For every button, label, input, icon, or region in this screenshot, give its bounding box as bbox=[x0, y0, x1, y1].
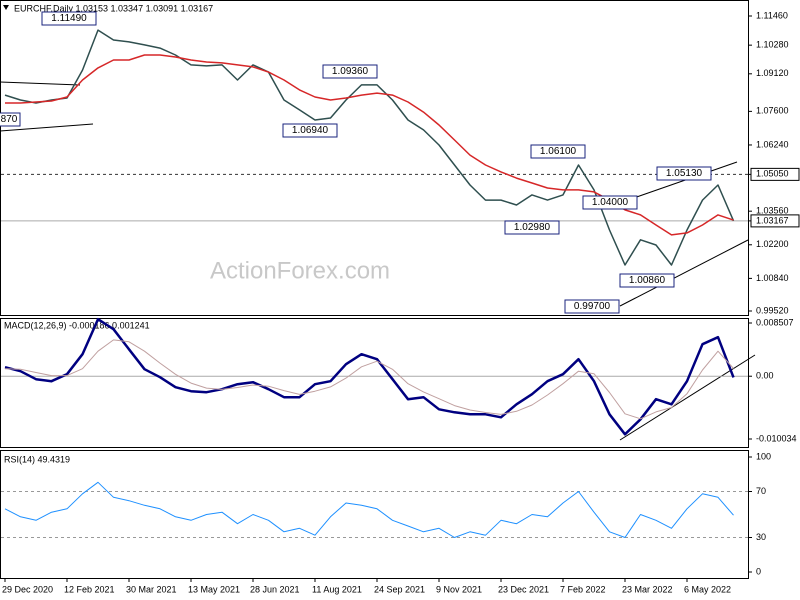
annotation: 870 bbox=[1, 114, 18, 125]
annotation: 1.06100 bbox=[540, 146, 577, 157]
trendline bbox=[619, 239, 749, 307]
annotation: 1.02980 bbox=[514, 222, 551, 233]
tick-box bbox=[750, 214, 800, 228]
y-tick-label: 70 bbox=[756, 486, 766, 496]
y-tick-label: 0.99520 bbox=[756, 305, 789, 315]
annotation-box bbox=[530, 144, 586, 159]
panel-title: MACD(12,26,9) -0.000186 0.001241 bbox=[4, 320, 150, 330]
x-tick-label: 24 Sep 2021 bbox=[374, 584, 425, 594]
macd-panel bbox=[0, 318, 749, 448]
y-tick-label: 1.03167 bbox=[756, 215, 789, 225]
x-tick-label: 9 Nov 2021 bbox=[436, 584, 482, 594]
series-line bbox=[4, 29, 735, 266]
annotation: 1.05130 bbox=[666, 168, 703, 179]
annotation-box bbox=[504, 220, 560, 235]
trendline bbox=[619, 354, 756, 441]
y-tick-label: 1.02200 bbox=[756, 239, 789, 249]
x-tick-label: 23 Mar 2022 bbox=[622, 584, 673, 594]
x-tick-label: 29 Dec 2020 bbox=[2, 584, 53, 594]
y-tick-label: 1.05050 bbox=[756, 169, 789, 179]
annotation-box bbox=[582, 195, 638, 210]
annotation: 1.11490 bbox=[51, 13, 87, 24]
series-line bbox=[4, 317, 735, 436]
x-tick-label: 30 Mar 2021 bbox=[126, 584, 177, 594]
series-line bbox=[4, 481, 734, 538]
annotations: 1.11490 870 1.09360 1.06940 1.06100 1.05… bbox=[0, 11, 712, 314]
y-tick-label: 1.06240 bbox=[756, 139, 789, 149]
y-tick-label: 0.00 bbox=[756, 371, 774, 381]
y-tick-label: 1.03560 bbox=[756, 206, 789, 216]
y-tick-label: 1.09120 bbox=[756, 68, 789, 78]
x-tick-label: 28 Jun 2021 bbox=[250, 584, 300, 594]
y-tick-label: 0 bbox=[756, 566, 761, 576]
annotation: 0.99700 bbox=[574, 301, 611, 312]
trendline bbox=[0, 81, 81, 86]
series-line bbox=[4, 339, 734, 420]
y-tick-label: 30 bbox=[756, 532, 766, 542]
x-tick-label: 23 Dec 2021 bbox=[498, 584, 549, 594]
x-tick-label: 7 Feb 2022 bbox=[560, 584, 606, 594]
annotation-box bbox=[0, 112, 21, 127]
annotation: 1.09360 bbox=[332, 66, 369, 77]
trendlines bbox=[0, 81, 756, 441]
x-tick-label: 13 May 2021 bbox=[188, 584, 240, 594]
x-tick-label: 11 Aug 2021 bbox=[312, 584, 362, 594]
watermark: ActionForex.com bbox=[210, 257, 390, 284]
price-panel bbox=[0, 0, 749, 316]
annotation: 1.04000 bbox=[592, 197, 629, 208]
annotation-box bbox=[656, 166, 712, 181]
y-tick-label: 1.11460 bbox=[756, 10, 788, 20]
y-tick-label: 1.00840 bbox=[756, 273, 789, 283]
annotation-box bbox=[322, 64, 378, 79]
annotation-box bbox=[282, 123, 338, 138]
trendline bbox=[0, 123, 94, 132]
annotation: 1.06940 bbox=[292, 125, 329, 136]
menu-icon bbox=[3, 5, 9, 10]
y-tick-label: 1.07600 bbox=[756, 106, 789, 116]
panel-title: RSI(14) 49.4319 bbox=[4, 454, 70, 464]
x-tick-label: 6 May 2022 bbox=[684, 584, 731, 594]
y-tick-label: -0.010034 bbox=[756, 433, 797, 443]
y-tick-label: 0.008507 bbox=[756, 317, 794, 327]
y-tick-label: 1.10280 bbox=[756, 40, 789, 50]
panel-title: EURCHF,Daily 1.03153 1.03347 1.03091 1.0… bbox=[14, 3, 213, 13]
rsi-panel bbox=[0, 450, 749, 579]
annotation-box bbox=[619, 273, 675, 288]
y-tick-label: 100 bbox=[756, 451, 771, 461]
x-tick-label: 12 Feb 2021 bbox=[64, 584, 115, 594]
annotation-box bbox=[41, 11, 97, 26]
annotation: 1.00860 bbox=[629, 275, 666, 286]
annotation-box bbox=[564, 299, 620, 314]
tick-box bbox=[750, 167, 800, 181]
trendline bbox=[627, 161, 738, 201]
